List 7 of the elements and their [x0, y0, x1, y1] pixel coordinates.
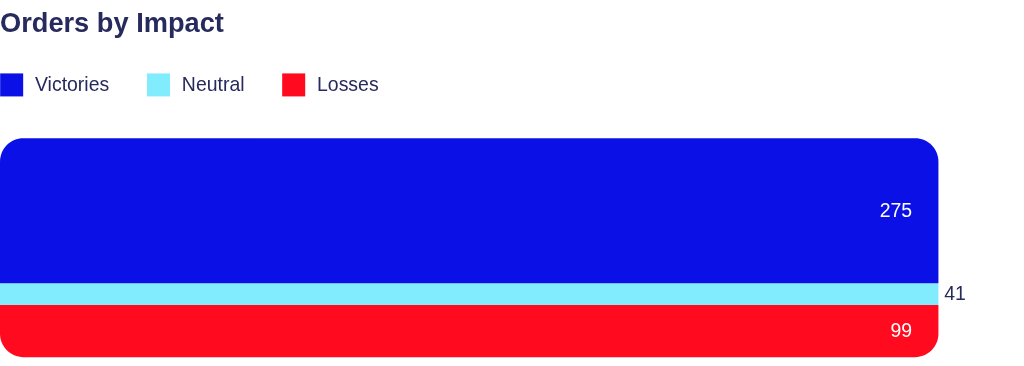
chart-title: Orders by Impact: [0, 7, 224, 39]
legend-label: Losses: [317, 72, 379, 95]
data-label: 275: [879, 198, 913, 221]
data-label: 41: [944, 281, 966, 304]
data-label: 99: [890, 318, 913, 341]
legend-label: Neutral: [181, 72, 245, 95]
legend-label: Victories: [35, 72, 110, 95]
